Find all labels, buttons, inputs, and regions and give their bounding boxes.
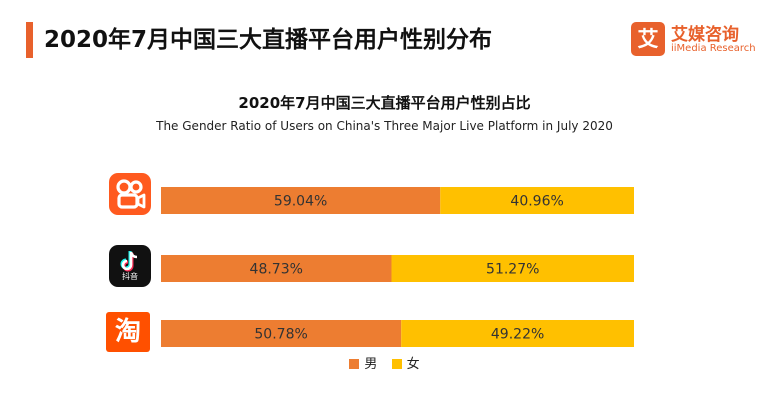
page-title: 2020年7月中国三大直播平台用户性别分布 — [44, 27, 493, 53]
logo-name-cn: 艾媒咨询 — [671, 25, 739, 45]
chart-subtitle: The Gender Ratio of Users on China's Thr… — [156, 119, 613, 133]
kuaishou-icon — [109, 173, 151, 215]
chart-title: 2020年7月中国三大直播平台用户性别占比 — [238, 94, 531, 112]
bar-female-0 — [440, 187, 634, 214]
douyin-icon: 抖音 — [109, 245, 151, 287]
bar-label-female-1: 51.27% — [486, 262, 539, 278]
taobao-icon: 淘 — [106, 312, 150, 352]
legend-label-female: 女 — [406, 357, 420, 372]
bar-female-1 — [391, 255, 634, 282]
douyin-icon-label: 抖音 — [122, 272, 138, 281]
bar-female-2 — [401, 320, 634, 347]
bar-label-male-0: 59.04% — [274, 194, 327, 210]
bar-label-male-2: 50.78% — [254, 327, 307, 343]
iimedia-logo: 艾 艾媒咨询 iiMedia Research — [631, 22, 759, 58]
bar-label-female-2: 49.22% — [491, 327, 544, 343]
legend-swatch-female — [391, 359, 402, 369]
taobao-icon-char: 淘 — [114, 317, 141, 347]
legend-label-male: 男 — [364, 357, 378, 372]
title-accent-bar — [26, 22, 33, 58]
logo-mark-icon: 艾 — [631, 22, 665, 56]
bar-label-female-0: 40.96% — [510, 194, 563, 210]
chart-legend: 男 女 — [0, 353, 769, 372]
legend-item-male: 男 — [349, 353, 377, 372]
logo-name-en: iiMedia Research — [671, 43, 756, 54]
bar-male-1 — [161, 255, 392, 282]
bar-male-0 — [161, 187, 441, 214]
legend-swatch-male — [349, 359, 360, 369]
legend-item-female: 女 — [391, 353, 420, 372]
bar-male-2 — [161, 320, 402, 347]
bar-label-male-1: 48.73% — [250, 262, 303, 278]
